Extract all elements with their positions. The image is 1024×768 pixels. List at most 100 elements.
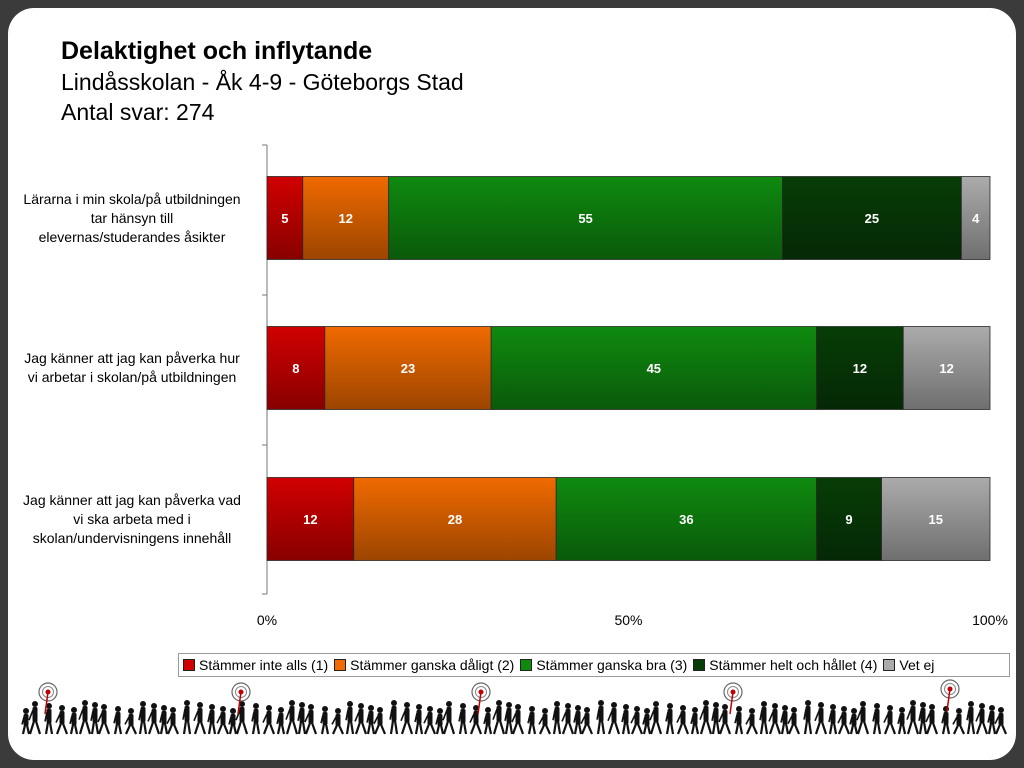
person-silhouette-icon [262, 705, 276, 735]
person-silhouette-icon [320, 706, 330, 735]
person-silhouette-icon [435, 708, 445, 735]
legend-item: Stämmer inte alls (1) [183, 657, 328, 673]
person-silhouette-icon [690, 707, 700, 735]
bar-value-label: 55 [578, 211, 592, 226]
person-silhouette-icon [561, 703, 575, 735]
person-silhouette-icon [504, 702, 514, 735]
person-silhouette-icon [975, 703, 989, 735]
chart-axes [262, 144, 268, 595]
bar-value-label: 23 [401, 361, 415, 376]
chart-legend: Stämmer inte alls (1) Stämmer ganska dåli… [178, 653, 1010, 677]
bar-value-label: 12 [939, 361, 953, 376]
person-silhouette-icon [44, 703, 54, 735]
legend-item: Vet ej [883, 657, 934, 673]
person-silhouette-icon [906, 700, 920, 735]
person-silhouette-icon [182, 700, 192, 735]
bar-segment [266, 477, 355, 561]
x-tick-label: 50% [614, 612, 642, 628]
person-silhouette-icon [711, 702, 721, 735]
slide: Delaktighet och inflytande Lindåsskolan … [8, 8, 1016, 760]
person-silhouette-icon [276, 707, 286, 735]
person-silhouette-icon [78, 700, 92, 735]
bar-segment [388, 176, 783, 260]
bar-value-label: 12 [339, 211, 353, 226]
person-silhouette-icon [787, 707, 801, 735]
bar-segment [302, 176, 390, 260]
person-silhouette-icon [780, 705, 790, 735]
legend-label: Stämmer inte alls (1) [199, 657, 329, 673]
bar-value-label: 9 [845, 512, 852, 527]
person-silhouette-icon [699, 700, 713, 735]
person-silhouette-icon [573, 705, 583, 735]
person-silhouette-icon [373, 707, 387, 735]
bar-segment [902, 326, 991, 410]
person-silhouette-icon [423, 706, 437, 735]
bar-value-label: 25 [865, 211, 879, 226]
bar-value-labels: 5 12 55 25 4 8 23 45 12 12 12 28 36 9 15 [281, 211, 980, 527]
category-label-line: skolan/undervisningens innehåll [32, 529, 232, 546]
bar-segment [266, 326, 326, 410]
person-silhouette-icon [389, 700, 399, 735]
person-silhouette-icon [354, 703, 368, 735]
legend-swatch [693, 659, 706, 671]
category-label-line: vi ska arbeta med i [73, 510, 191, 527]
bar-value-label: 36 [679, 512, 693, 527]
person-silhouette-icon [442, 701, 456, 735]
person-silhouette-icon [235, 701, 249, 735]
legend-item: Stämmer ganska bra (3) [520, 657, 687, 673]
person-silhouette-icon [492, 700, 506, 735]
person-silhouette-icon [207, 704, 217, 735]
chart-subtitle-responses: Antal svar: 274 [61, 99, 215, 125]
person-silhouette-icon [69, 707, 79, 735]
person-silhouette-icon [251, 703, 261, 735]
category-label: Jag känner att jag kan påverka vad vi ska… [8, 491, 257, 548]
person-silhouette-icon [21, 708, 31, 735]
person-silhouette-icon [642, 708, 652, 735]
person-silhouette-icon [607, 702, 621, 735]
person-silhouette-icon [90, 702, 100, 735]
bar-segment [960, 176, 991, 260]
bar-value-label: 28 [448, 512, 462, 527]
person-silhouette-icon [872, 703, 882, 735]
person-silhouette-icon [837, 706, 851, 735]
person-silhouette-icon [511, 704, 525, 735]
person-silhouette-icon [228, 708, 238, 735]
bar-value-label: 8 [292, 361, 299, 376]
legend-label: Stämmer ganska bra (3) [536, 657, 688, 673]
person-silhouette-icon [918, 702, 928, 735]
legend-label: Stämmer helt och hållet (4) [709, 657, 878, 673]
chart-title: Delaktighet och inflytande [61, 37, 373, 65]
bar-value-label: 4 [972, 211, 980, 226]
person-silhouette-icon [97, 704, 111, 735]
person-silhouette-icon [55, 705, 69, 735]
person-silhouette-icon [552, 701, 562, 735]
person-silhouette-icon [28, 701, 42, 735]
category-label-line: tar hänsyn till [90, 209, 174, 226]
person-silhouette-icon [718, 704, 732, 735]
chart-bars [266, 176, 991, 561]
person-silhouette-icon [966, 701, 976, 735]
category-label-line: Lärarna i min skola/på utbildningen [23, 190, 241, 207]
person-silhouette-icon [665, 703, 675, 735]
person-silhouette-icon [366, 705, 376, 735]
legend-item: Stämmer helt och hållet (4) [693, 657, 877, 673]
category-label-line: vi arbetar i skolan/på utbildningen [27, 369, 237, 385]
person-silhouette-icon [538, 708, 552, 735]
target-icon [471, 682, 491, 715]
bar-segment [353, 477, 557, 561]
bar-value-label: 12 [303, 512, 317, 527]
legend-label: Vet ej [899, 657, 935, 673]
person-silhouette-icon [400, 702, 414, 735]
legend-swatch [183, 659, 195, 671]
target-icon [723, 682, 743, 715]
person-silhouette-icon [897, 707, 907, 735]
category-label-line: Jag känner att jag kan påverka vad [23, 491, 241, 508]
bar-value-label: 45 [647, 361, 661, 376]
person-silhouette-icon [159, 705, 169, 735]
person-silhouette-icon [297, 702, 307, 735]
person-silhouette-icon [527, 706, 537, 735]
person-silhouette-icon [469, 705, 483, 735]
legend-swatch [883, 659, 896, 671]
legend-label: Stämmer ganska dåligt (2) [350, 657, 515, 673]
person-silhouette-icon [345, 701, 355, 735]
